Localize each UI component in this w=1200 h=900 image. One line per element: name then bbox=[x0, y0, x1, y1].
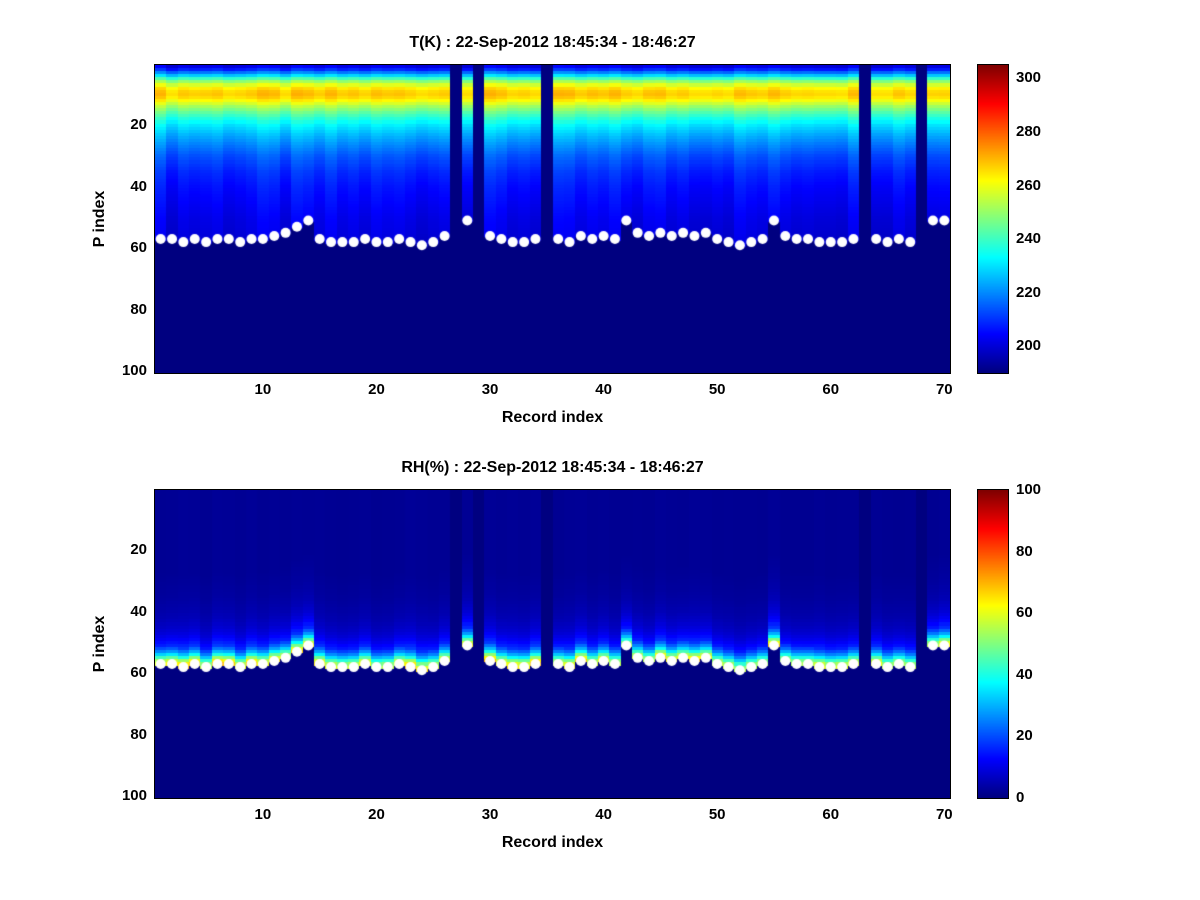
colorbar-tick-label: 300 bbox=[1016, 69, 1042, 87]
y-tick-label: 60 bbox=[130, 239, 147, 257]
x-tick-label: 60 bbox=[822, 381, 840, 398]
colorbar-tick-label: 280 bbox=[1016, 122, 1042, 140]
humidity-x-axis-label: Record index bbox=[501, 834, 604, 851]
colorbar-tick-label: 80 bbox=[1016, 542, 1033, 560]
colorbar-tick-label: 260 bbox=[1016, 176, 1042, 194]
x-tick-label: 30 bbox=[481, 381, 499, 398]
x-tick-label: 50 bbox=[708, 806, 726, 823]
temperature-x-axis-label: Record index bbox=[501, 409, 604, 426]
temperature-colorbar-canvas bbox=[978, 65, 1008, 373]
x-tick-label: 70 bbox=[935, 381, 953, 398]
y-tick-label: 80 bbox=[130, 725, 147, 743]
y-tick-label: 20 bbox=[130, 116, 147, 134]
y-tick-label: 60 bbox=[130, 664, 147, 682]
colorbar-tick-label: 40 bbox=[1016, 665, 1033, 683]
y-tick-label: 20 bbox=[130, 541, 147, 559]
colorbar-tick-label: 20 bbox=[1016, 727, 1033, 745]
x-tick-label: 40 bbox=[595, 381, 612, 398]
humidity-plot-title: RH(%) : 22-Sep-2012 18:45:34 - 18:46:27 bbox=[401, 459, 704, 476]
humidity-colorbar bbox=[977, 489, 1009, 799]
y-tick-label: 40 bbox=[130, 177, 147, 195]
humidity-heatmap-canvas bbox=[155, 490, 950, 798]
temperature-heatmap-axes bbox=[154, 64, 951, 374]
colorbar-tick-label: 60 bbox=[1016, 604, 1033, 622]
colorbar-tick-label: 240 bbox=[1016, 230, 1042, 248]
temperature-heatmap-canvas bbox=[155, 65, 950, 373]
y-tick-label: 40 bbox=[130, 602, 147, 620]
x-tick-label: 20 bbox=[368, 381, 385, 398]
colorbar-tick-label: 100 bbox=[1016, 481, 1042, 498]
temperature-plot-title: T(K) : 22-Sep-2012 18:45:34 - 18:46:27 bbox=[409, 34, 696, 51]
y-tick-label: 80 bbox=[130, 300, 147, 318]
colorbar-tick-label: 220 bbox=[1016, 283, 1042, 301]
x-tick-label: 50 bbox=[708, 381, 726, 398]
colorbar-tick-label: 0 bbox=[1016, 789, 1025, 806]
x-tick-label: 20 bbox=[368, 806, 385, 823]
x-tick-label: 10 bbox=[254, 381, 272, 398]
x-tick-label: 30 bbox=[481, 806, 499, 823]
x-tick-label: 40 bbox=[595, 806, 612, 823]
x-tick-label: 70 bbox=[935, 806, 953, 823]
colorbar-tick-label: 200 bbox=[1016, 337, 1042, 355]
x-tick-label: 60 bbox=[822, 806, 840, 823]
y-tick-label: 100 bbox=[121, 787, 147, 805]
y-tick-label: 100 bbox=[121, 362, 147, 380]
x-tick-label: 10 bbox=[254, 806, 272, 823]
humidity-heatmap-axes bbox=[154, 489, 951, 799]
temperature-colorbar bbox=[977, 64, 1009, 374]
humidity-colorbar-canvas bbox=[978, 490, 1008, 798]
